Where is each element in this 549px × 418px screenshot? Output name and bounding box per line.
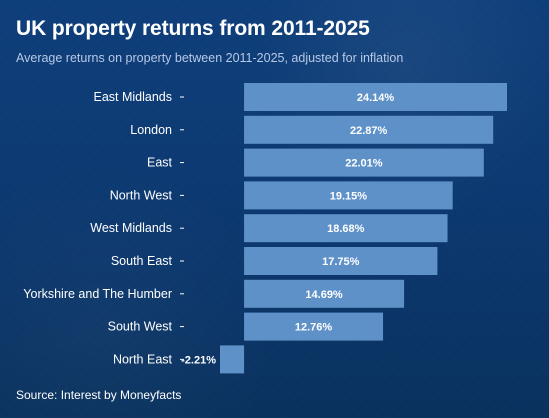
bar (244, 181, 453, 210)
bar (244, 247, 438, 275)
value-label: 17.75% (322, 256, 360, 268)
bar (244, 312, 384, 341)
category-label: West Midlands (90, 221, 172, 235)
bar (244, 83, 507, 111)
bar (244, 148, 484, 177)
value-label: 24.14% (357, 92, 395, 104)
category-label: North East (113, 352, 173, 366)
bar (244, 115, 494, 144)
value-label: 19.15% (330, 190, 368, 202)
category-label: South East (111, 254, 173, 268)
chart-subtitle: Average returns on property between 2011… (16, 51, 404, 65)
category-label: East Midlands (93, 90, 172, 104)
category-label: Yorkshire and The Humber (23, 287, 172, 301)
source-note: Source: Interest by Moneyfacts (16, 388, 182, 402)
value-label: 22.87% (350, 125, 388, 137)
value-label: -2.21% (181, 354, 216, 366)
value-label: 18.68% (327, 223, 365, 235)
bar (244, 214, 448, 243)
bar (220, 345, 245, 374)
value-label: 14.69% (305, 289, 343, 301)
category-label: South West (108, 320, 173, 334)
value-label: 22.01% (345, 158, 383, 170)
bar (244, 279, 405, 308)
value-label: 12.76% (295, 322, 333, 334)
category-label: North West (110, 188, 173, 202)
chart-title: UK property returns from 2011-2025 (16, 17, 370, 40)
category-label: East (147, 156, 173, 170)
category-label: London (130, 123, 172, 137)
